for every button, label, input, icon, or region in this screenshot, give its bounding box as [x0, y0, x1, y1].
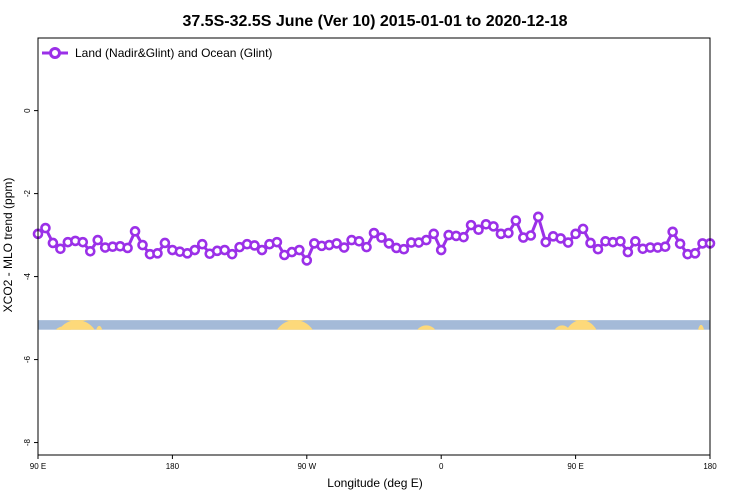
- data-point: [570, 228, 581, 240]
- legend: Land (Nadir&Glint) and Ocean (Glint): [42, 46, 272, 60]
- data-point: [92, 234, 104, 246]
- data-point: [585, 237, 596, 249]
- y-tick-label: -2: [23, 189, 32, 197]
- data-point: [689, 248, 701, 259]
- data-point: [271, 236, 283, 248]
- y-tick-label: -8: [23, 438, 32, 446]
- x-axis-label: Longitude (deg E): [327, 476, 422, 490]
- data-point: [249, 240, 260, 251]
- data-point: [226, 248, 238, 260]
- legend-marker-swatch: [49, 47, 61, 59]
- data-point: [465, 219, 477, 231]
- plot-area: [32, 211, 716, 266]
- data-point: [353, 236, 365, 247]
- data-point: [189, 244, 201, 256]
- data-point: [219, 244, 230, 256]
- land-mass: [58, 320, 95, 330]
- data-point: [659, 241, 671, 253]
- data-point: [361, 241, 372, 253]
- data-point: [368, 227, 380, 239]
- chart-title: 37.5S-32.5S June (Ver 10) 2015-01-01 to …: [182, 13, 567, 30]
- y-axis-label: XCO2 - MLO trend (ppm): [1, 178, 15, 313]
- data-point: [667, 226, 678, 238]
- data-point: [376, 232, 387, 243]
- data-point: [488, 221, 499, 232]
- data-point: [77, 236, 89, 248]
- data-point: [159, 237, 171, 249]
- y-tick-label: -4: [23, 272, 32, 280]
- x-axis: 90 E 180 90 W 0 90 E 180: [30, 455, 717, 471]
- land-mass: [554, 325, 570, 330]
- data-point: [577, 223, 589, 235]
- data-point: [458, 231, 469, 243]
- data-point: [592, 243, 604, 255]
- data-point: [674, 238, 686, 250]
- ocean-band: [38, 320, 710, 330]
- x-tick-label: 0: [439, 462, 444, 471]
- data-point: [55, 243, 66, 255]
- data-point: [331, 238, 342, 249]
- data-point: [398, 243, 410, 255]
- x-tick-label: 90 E: [567, 462, 583, 471]
- land-mass: [417, 325, 436, 330]
- land-mass: [276, 320, 313, 330]
- data-point: [84, 245, 96, 257]
- data-point: [383, 238, 395, 249]
- map-strip: [38, 320, 710, 330]
- data-point: [47, 237, 59, 249]
- x-tick-label: 180: [703, 462, 717, 471]
- data-point: [503, 227, 514, 239]
- x-tick-label: 180: [166, 462, 180, 471]
- data-point: [196, 238, 208, 250]
- data-point: [562, 237, 574, 248]
- data-point: [129, 226, 141, 237]
- data-point: [532, 211, 544, 223]
- land-mass: [566, 320, 597, 330]
- data-point: [525, 230, 537, 241]
- data-point: [510, 215, 522, 226]
- data-point: [301, 255, 313, 266]
- data-point: [473, 224, 484, 235]
- y-tick-label: -6: [23, 355, 32, 363]
- data-point: [435, 244, 447, 256]
- data-point: [122, 242, 133, 254]
- y-axis: 0 -2 -4 -6 -8: [23, 108, 38, 446]
- data-point: [338, 242, 350, 253]
- data-point: [256, 244, 268, 256]
- data-point: [630, 236, 641, 247]
- y-tick-label: 0: [23, 108, 32, 113]
- data-point: [555, 233, 566, 244]
- plot-frame: [37, 37, 711, 456]
- land-mass: [96, 325, 103, 330]
- legend-entry-label: Land (Nadir&Glint) and Ocean (Glint): [75, 46, 272, 60]
- data-point: [428, 228, 440, 240]
- data-point: [40, 222, 51, 234]
- data-point: [152, 248, 163, 259]
- data-point: [540, 236, 552, 248]
- data-point: [420, 234, 432, 246]
- x-tick-label: 90 E: [30, 462, 46, 471]
- x-tick-label: 90 W: [297, 462, 316, 471]
- data-point: [294, 244, 305, 256]
- data-point: [137, 239, 148, 251]
- land-mass: [698, 324, 705, 330]
- data-point: [615, 236, 626, 247]
- data-point: [622, 246, 634, 258]
